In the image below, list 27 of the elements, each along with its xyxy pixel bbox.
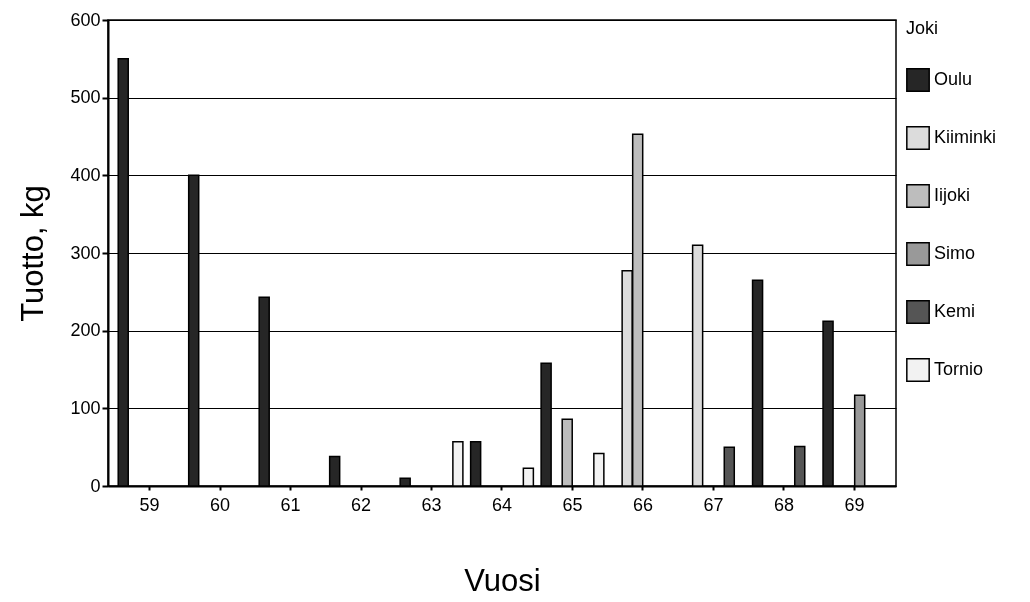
- legend-label: Oulu: [934, 69, 973, 89]
- x-tick-label: 68: [773, 494, 794, 515]
- y-tick-label: 100: [70, 397, 101, 418]
- x-tick-label: 62: [351, 494, 372, 515]
- legend-title: Joki: [906, 18, 939, 38]
- y-tick-label: 300: [70, 242, 101, 263]
- x-tick-label: 69: [844, 494, 865, 515]
- y-axis-title: Tuotto, kg: [15, 185, 51, 322]
- legend-label: Tornio: [934, 359, 984, 379]
- x-tick-label: 67: [703, 494, 724, 515]
- x-tick-label: 64: [491, 494, 513, 515]
- x-axis-title: Vuosi: [464, 562, 541, 598]
- x-tick-label: 65: [562, 494, 583, 515]
- x-tick-label: 61: [280, 494, 301, 515]
- y-tick-label: 400: [70, 164, 101, 185]
- legend-label: Kiiminki: [934, 127, 997, 147]
- x-tick-label: 60: [210, 494, 231, 515]
- legend-label: Simo: [934, 243, 976, 263]
- y-tick-label: 500: [70, 87, 101, 108]
- legend-label: Kemi: [934, 301, 976, 321]
- x-tick-label: 63: [421, 494, 442, 515]
- y-tick-label: 600: [70, 9, 101, 30]
- y-tick-label: 0: [90, 475, 101, 496]
- x-tick-label: 66: [632, 494, 653, 515]
- x-tick-label: 59: [139, 494, 160, 515]
- legend-label: Iijoki: [934, 185, 971, 205]
- y-tick-label: 200: [70, 320, 101, 341]
